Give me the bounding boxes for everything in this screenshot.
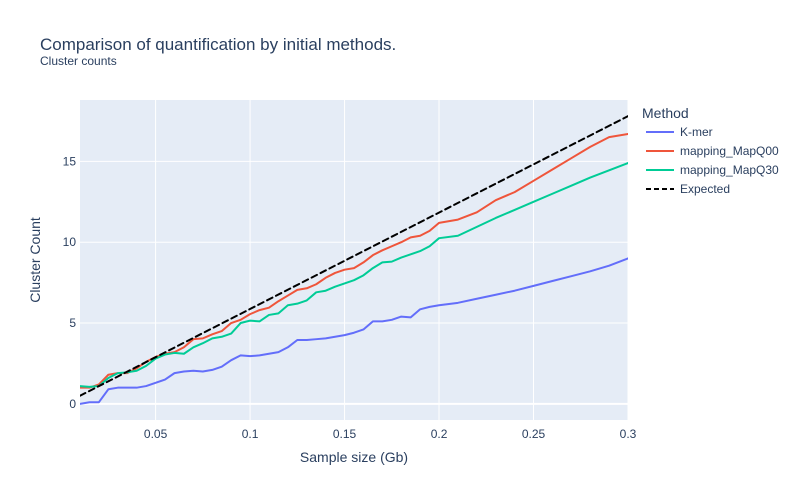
gridlines	[80, 100, 629, 420]
legend-item[interactable]: Expected	[646, 182, 730, 196]
y-tick-label: 0	[69, 397, 76, 411]
axis-ticks: 0.05 0.1 0.15 0.2 0.25 0.3 0 5 10 15	[63, 154, 637, 441]
x-tick-label: 0.3	[620, 427, 637, 441]
legend-item[interactable]: mapping_MapQ30	[646, 163, 779, 177]
series-line-mapping-mapq30	[80, 162, 628, 388]
legend[interactable]: Method K-mer mapping_MapQ00 mapping_MapQ30…	[642, 105, 779, 196]
series-line-k-mer	[80, 257, 628, 405]
legend-label: mapping_MapQ00	[680, 144, 779, 158]
x-tick-label: 0.05	[144, 427, 168, 441]
y-tick-label: 5	[69, 316, 76, 330]
legend-item[interactable]: mapping_MapQ00	[646, 144, 779, 158]
x-tick-label: 0.25	[522, 427, 546, 441]
legend-title: Method	[642, 105, 689, 121]
chart-subtitle: Cluster counts	[40, 54, 117, 68]
x-tick-label: 0.1	[242, 427, 259, 441]
chart-title: Comparison of quantification by initial …	[40, 35, 396, 54]
legend-item[interactable]: K-mer	[646, 125, 713, 139]
legend-label: mapping_MapQ30	[680, 163, 779, 177]
y-tick-label: 10	[63, 235, 77, 249]
plot-background	[80, 100, 628, 420]
legend-label: Expected	[680, 182, 730, 196]
series-lines	[80, 115, 628, 405]
y-tick-label: 15	[63, 154, 77, 168]
series-line-expected	[80, 115, 628, 397]
x-tick-label: 0.15	[333, 427, 357, 441]
y-axis-title: Cluster Count	[27, 217, 43, 303]
legend-label: K-mer	[680, 125, 713, 139]
x-tick-label: 0.2	[431, 427, 448, 441]
x-axis-title: Sample size (Gb)	[300, 449, 408, 465]
